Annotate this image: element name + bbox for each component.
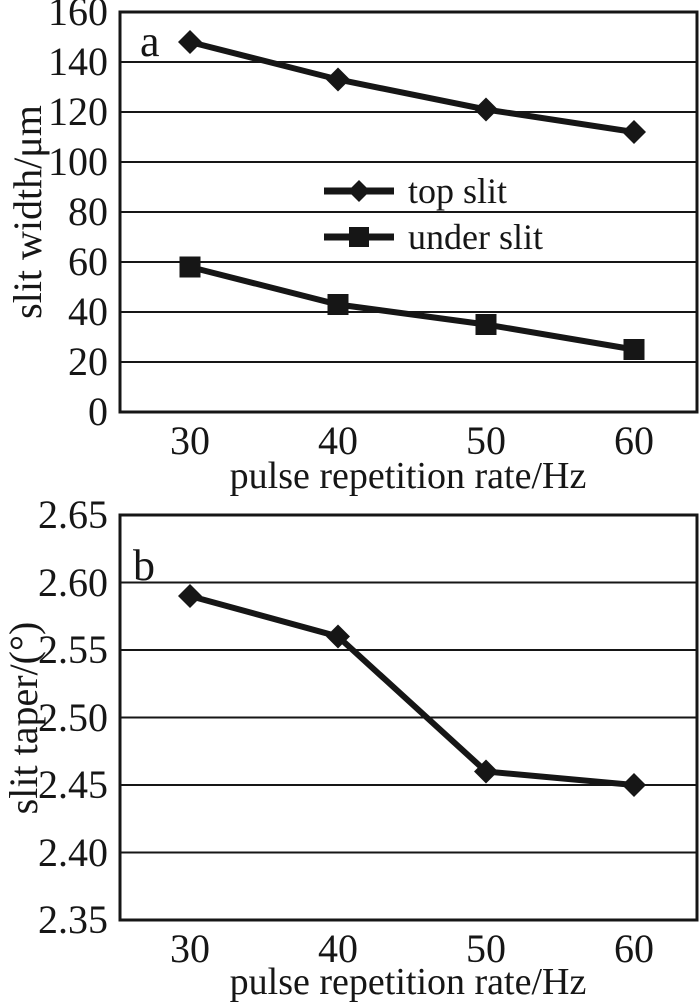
- y-tick-label: 0: [88, 389, 108, 434]
- y-tick-label: 40: [68, 289, 108, 334]
- x-tick-label: 30: [170, 926, 210, 971]
- x-tick-label: 60: [614, 418, 654, 463]
- y-tick-label: 120: [48, 89, 108, 134]
- chart-a: a slit width/μm pulse repetition rate/Hz…: [0, 0, 700, 500]
- series-line-series-0: [189, 593, 635, 788]
- y-tick-label: 140: [48, 39, 108, 84]
- y-tick-label: 2.50: [38, 694, 108, 740]
- diamond-marker: [622, 773, 646, 797]
- legend-label: under slit: [408, 217, 543, 257]
- diamond-marker: [326, 624, 350, 649]
- x-axis-title: pulse repetition rate/Hz: [229, 455, 587, 497]
- square-marker-icon: [322, 224, 396, 250]
- plot-border: [118, 513, 699, 922]
- legend-label: top slit: [408, 171, 508, 211]
- y-tick-label: 2.55: [38, 627, 108, 672]
- y-tick-label: 2.35: [38, 897, 108, 942]
- x-tick-label: 50: [466, 418, 506, 463]
- diamond-marker: [178, 30, 202, 54]
- legend-item-under-slit: under slit: [322, 214, 543, 260]
- x-tick-label: 30: [170, 418, 210, 463]
- square-marker: [327, 294, 349, 315]
- x-tick-label: 50: [466, 926, 506, 971]
- plot-area-b: [118, 513, 699, 922]
- diamond-marker: [622, 120, 646, 144]
- x-axis-title: pulse repetition rate/Hz: [229, 961, 587, 1002]
- square-marker: [179, 256, 201, 278]
- y-tick-label: 100: [48, 139, 108, 184]
- panel-label: a: [140, 17, 160, 66]
- square-marker: [623, 339, 645, 360]
- series-line-under-slit: [189, 264, 635, 353]
- diamond-marker: [326, 67, 350, 92]
- legend: top slit under slit: [322, 168, 543, 260]
- y-tick-label: 160: [48, 0, 108, 34]
- plot-border: [118, 10, 699, 414]
- panel-label: b: [133, 541, 155, 590]
- x-tick-label: 60: [614, 926, 654, 971]
- diamond-marker-icon: [322, 178, 396, 204]
- plot-area-a: [118, 10, 699, 414]
- chart-b: b slit taper/(°) pulse repetition rate/H…: [0, 494, 700, 1002]
- square-marker: [475, 314, 497, 335]
- series-line-top-slit: [189, 39, 635, 135]
- x-tick-label: 40: [318, 926, 358, 971]
- x-tick-label: 40: [318, 418, 358, 463]
- y-tick-label: 60: [68, 239, 108, 284]
- y-tick-label: 2.65: [38, 492, 108, 537]
- y-tick-label: 80: [68, 189, 108, 234]
- y-tick-label: 2.45: [38, 762, 108, 807]
- y-tick-label: 20: [68, 339, 108, 384]
- y-tick-label: 2.40: [38, 829, 108, 875]
- legend-item-top-slit: top slit: [322, 168, 543, 214]
- diamond-marker: [474, 759, 498, 784]
- diamond-marker: [178, 584, 202, 608]
- diamond-marker: [474, 97, 498, 122]
- y-tick-label: 2.60: [38, 559, 108, 605]
